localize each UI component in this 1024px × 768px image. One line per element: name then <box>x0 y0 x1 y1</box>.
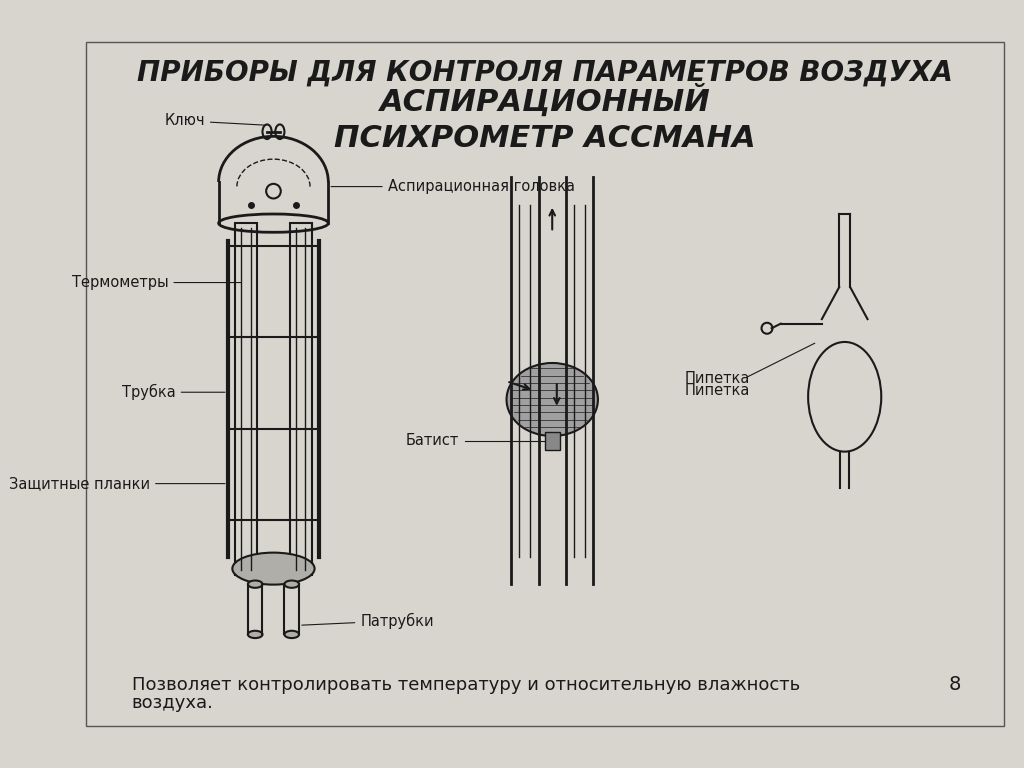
Text: Ключ: Ключ <box>164 113 266 128</box>
Text: Пипетка: Пипетка <box>685 383 751 398</box>
Ellipse shape <box>248 631 262 638</box>
Bar <box>236 223 257 575</box>
Text: 8: 8 <box>948 675 961 694</box>
Bar <box>290 223 312 575</box>
Text: воздуха.: воздуха. <box>132 694 214 712</box>
Ellipse shape <box>232 553 314 584</box>
Ellipse shape <box>285 631 299 638</box>
Ellipse shape <box>248 581 262 588</box>
Text: Трубка: Трубка <box>122 384 225 400</box>
Text: Батист: Батист <box>406 433 459 449</box>
Ellipse shape <box>507 363 598 436</box>
Text: Защитные планки: Защитные планки <box>9 476 225 491</box>
Text: Пипетка: Пипетка <box>685 371 751 386</box>
Text: Позволяет контролировать температуру и относительную влажность: Позволяет контролировать температуру и о… <box>132 676 800 694</box>
Text: АСПИРАЦИОННЫЙ
ПСИХРОМЕТР АССМАНА: АСПИРАЦИОННЫЙ ПСИХРОМЕТР АССМАНА <box>334 84 756 153</box>
Text: Термометры: Термометры <box>72 275 242 290</box>
Text: ПРИБОРЫ ДЛЯ КОНТРОЛЯ ПАРАМЕТРОВ ВОЗДУХА: ПРИБОРЫ ДЛЯ КОНТРОЛЯ ПАРАМЕТРОВ ВОЗДУХА <box>137 58 953 86</box>
Bar <box>545 432 559 450</box>
Text: Аспирационная головка: Аспирационная головка <box>331 179 574 194</box>
Ellipse shape <box>285 581 299 588</box>
Text: Патрубки: Патрубки <box>302 613 434 629</box>
